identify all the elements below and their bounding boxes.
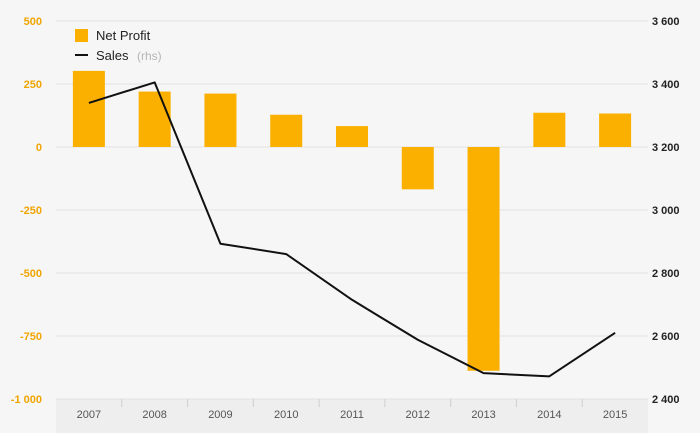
left-tick-label: 500: [24, 16, 42, 28]
right-tick-label: 3 600: [652, 16, 680, 28]
x-tick-label: 2012: [406, 409, 430, 421]
right-tick-label: 3 200: [652, 142, 680, 154]
net-profit-bar: [72, 70, 105, 147]
sales-line: [88, 81, 616, 378]
grid-lines: [56, 20, 648, 400]
left-tick-label: 0: [36, 142, 42, 154]
x-tick-label: 2011: [340, 409, 364, 421]
x-tick-label: 2008: [142, 409, 166, 421]
x-tick-label: 2015: [603, 409, 627, 421]
x-axis-strip: [56, 399, 648, 433]
net-profit-bars: [72, 70, 632, 371]
right-tick-label: 2 400: [652, 394, 680, 406]
left-tick-label: -250: [20, 205, 42, 217]
x-tick-label: 2013: [471, 409, 495, 421]
net-profit-bar: [401, 147, 434, 190]
x-tick-label: 2007: [77, 409, 101, 421]
right-y-axis: 3 600 3 400 3 200 3 000 2 800 2 600 2 400: [652, 16, 680, 406]
left-tick-label: -500: [20, 268, 42, 280]
right-tick-label: 3 000: [652, 205, 680, 217]
right-tick-label: 2 600: [652, 331, 680, 343]
right-tick-label: 3 400: [652, 79, 680, 91]
sales-line-layer: [88, 81, 616, 378]
net-profit-bar: [138, 91, 171, 147]
left-tick-label: 250: [24, 79, 42, 91]
legend-net-profit-label: Net Profit: [96, 28, 151, 43]
legend-sales-suffix: (rhs): [137, 49, 162, 63]
net-profit-bar: [336, 126, 368, 147]
right-tick-label: 2 800: [652, 268, 680, 280]
net-profit-bar: [467, 147, 500, 371]
legend: Net Profit Sales (rhs): [75, 28, 162, 64]
legend-sales-label: Sales: [96, 48, 129, 63]
legend-sales-text: Sales (rhs): [96, 47, 162, 64]
left-tick-label: -1 000: [11, 394, 42, 406]
net-profit-bar: [533, 112, 566, 147]
x-tick-label: 2009: [208, 409, 232, 421]
left-y-axis: 500 250 0 -250 -500 -750 -1 000: [11, 16, 42, 406]
x-axis: 2007 2008 2009 2010 2011 2012 2013 2014 2015: [77, 399, 627, 421]
x-tick-label: 2014: [537, 409, 561, 421]
x-tick-label: 2010: [274, 409, 298, 421]
net-profit-bar: [270, 114, 303, 147]
net-profit-bar: [599, 113, 632, 147]
legend-net-profit-swatch: [75, 29, 88, 42]
left-tick-label: -750: [20, 331, 42, 343]
net-profit-bar: [204, 93, 237, 147]
